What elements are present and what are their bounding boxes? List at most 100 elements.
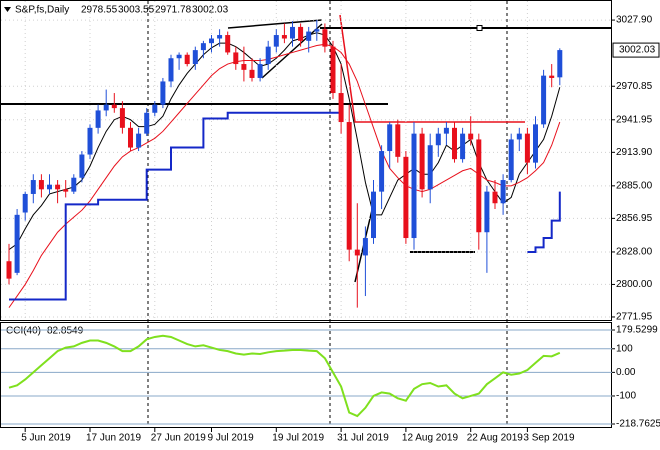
candle-body: [403, 156, 409, 239]
candle-body: [200, 43, 206, 51]
candle-body: [152, 104, 158, 113]
candle-body: [290, 26, 295, 39]
header-high: 3003.55: [118, 5, 155, 16]
candle-body: [411, 133, 417, 239]
cci-value: 82.8549: [47, 326, 84, 337]
candle-body: [241, 64, 247, 70]
last-price-box: [612, 42, 660, 58]
y-tick-label: 2771.95: [616, 312, 653, 323]
candle-body: [209, 38, 214, 44]
candle-body: [443, 127, 449, 134]
candle-body: [168, 58, 174, 82]
candle-body: [265, 46, 271, 65]
candle-body: [111, 104, 117, 109]
candle-body: [103, 104, 109, 111]
y-tick-label: 2970.85: [616, 81, 653, 92]
y-tick-label: -218.7625: [616, 419, 660, 430]
candle-body: [281, 35, 287, 39]
candle-body: [249, 69, 255, 78]
x-tick-label: 31 Jul 2019: [337, 433, 389, 444]
indicator-line: [8, 32, 561, 251]
candle-body: [273, 35, 279, 47]
candle-body: [95, 110, 101, 128]
candle-body: [516, 133, 522, 140]
candle-body: [484, 191, 490, 233]
candle-body: [136, 133, 142, 148]
candle-body: [338, 93, 344, 123]
x-tick-label: 5 Jun 2019: [21, 433, 71, 444]
trend-line: [227, 19, 323, 29]
candle-body: [435, 133, 441, 146]
candle-body: [217, 35, 223, 39]
candle-body: [30, 180, 36, 194]
chart-title: S&P,fs,Daily: [15, 5, 69, 16]
candle-body: [371, 191, 376, 239]
candle-body: [468, 133, 474, 140]
candle-body: [330, 46, 336, 94]
indicator-line: [9, 111, 342, 301]
x-tick-label: 9 Jul 2019: [208, 433, 255, 444]
y-tick-label: 2885.00: [616, 180, 653, 191]
candle-body: [379, 151, 385, 192]
candle-body: [524, 133, 530, 163]
x-tick-label: 3 Sep 2019: [523, 433, 575, 444]
x-tick-label: 12 Aug 2019: [402, 433, 459, 444]
candle-body: [128, 127, 133, 148]
candle-body: [541, 75, 547, 125]
candle-body: [395, 124, 401, 157]
candle-body: [314, 29, 320, 32]
candle-body: [362, 238, 368, 256]
candle-body: [500, 180, 506, 204]
candle-body: [460, 133, 466, 160]
y-tick-label: 3027.90: [616, 15, 653, 26]
candle-body: [144, 112, 150, 134]
candle-body: [492, 191, 498, 204]
x-tick-label: 27 Jun 2019: [151, 433, 206, 444]
y-tick-label: 2800.00: [616, 279, 653, 290]
candle-body: [184, 54, 190, 65]
candle-body: [119, 108, 125, 128]
cci-title: CCI(40): [6, 326, 41, 337]
candle-body: [176, 54, 182, 59]
y-tick-label: 2828.00: [616, 247, 653, 258]
candle-body: [346, 122, 352, 250]
x-tick-label: 22 Aug 2019: [467, 433, 524, 444]
header-close: 3002.03: [192, 5, 229, 16]
y-tick-label: 2941.95: [616, 114, 653, 125]
x-tick-label: 19 Jul 2019: [272, 433, 324, 444]
candle-body: [192, 50, 198, 65]
separators: [147, 1, 508, 427]
y-tick-label: -100: [616, 391, 636, 402]
candle-body: [387, 124, 393, 152]
y-tick-label: 179.5299: [616, 325, 658, 336]
candle-body: [452, 127, 457, 160]
candle-body: [419, 133, 425, 190]
candle-body: [225, 35, 231, 53]
candle-body: [257, 64, 263, 78]
candle-body: [79, 154, 85, 178]
candle-body: [508, 139, 514, 181]
candle-body: [427, 145, 433, 190]
candle-body: [63, 189, 69, 192]
candle-body: [14, 214, 20, 273]
line-handle: [476, 25, 483, 31]
candle-body: [22, 193, 28, 213]
candle-body: [38, 180, 44, 190]
header-icon: [4, 7, 11, 12]
candle-body: [549, 75, 555, 78]
candle-body: [476, 139, 482, 233]
x-tick-label: 17 Jun 2019: [86, 433, 141, 444]
y-tick-label: 2856.95: [616, 213, 653, 224]
cci-panel: [0, 322, 612, 428]
candle-body: [87, 127, 93, 155]
trend-line: [261, 23, 323, 79]
candle-body: [71, 177, 77, 192]
indicator-line: [8, 43, 561, 308]
y-tick-label: 2913.90: [616, 147, 653, 158]
candle-body: [55, 184, 61, 190]
last-price-label: 3002.03: [619, 45, 656, 56]
indicator-line: [527, 191, 561, 253]
y-tick-label: 100: [616, 343, 633, 354]
